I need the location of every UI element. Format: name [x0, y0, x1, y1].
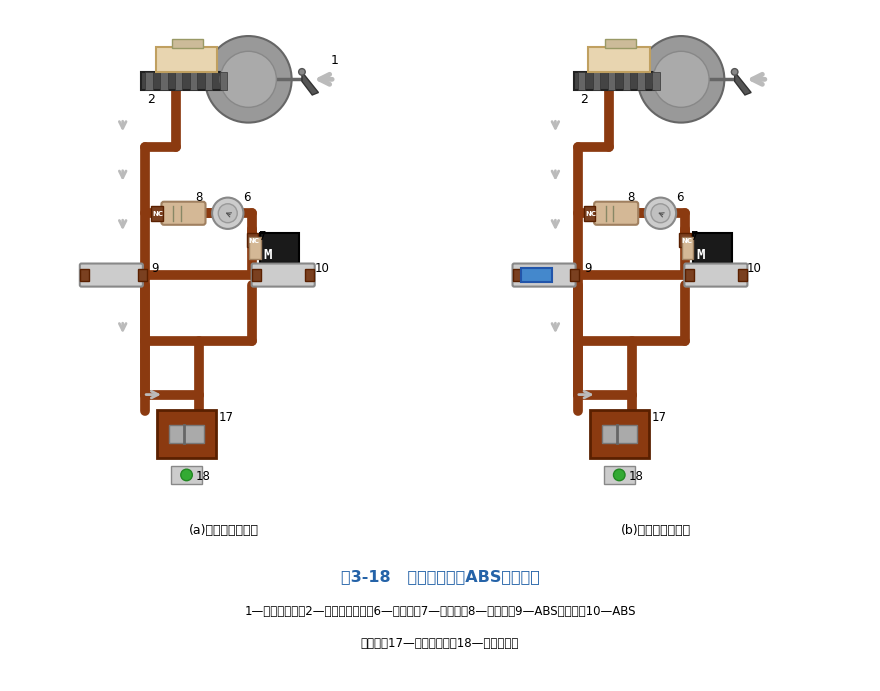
Bar — [679, 233, 691, 247]
Text: (a)驾驶员执行制动: (a)驾驶员执行制动 — [188, 524, 259, 537]
Text: 7: 7 — [692, 230, 699, 243]
Bar — [252, 269, 261, 281]
Bar — [260, 233, 299, 263]
Text: 图3-18   驾驶员制动与ABS压力保持: 图3-18 驾驶员制动与ABS压力保持 — [341, 569, 539, 584]
Bar — [219, 73, 227, 91]
Text: NC: NC — [681, 238, 692, 244]
Bar — [605, 39, 635, 48]
Text: (b)驾驶员执行制动: (b)驾驶员执行制动 — [621, 524, 692, 537]
Bar — [652, 73, 660, 91]
Bar — [190, 73, 197, 91]
Bar — [583, 206, 596, 220]
Bar — [570, 269, 579, 281]
Bar — [685, 269, 693, 281]
Bar — [171, 466, 202, 484]
Text: M: M — [696, 248, 705, 263]
Text: 17: 17 — [651, 411, 666, 424]
Bar — [637, 73, 645, 91]
Bar — [593, 73, 600, 91]
Circle shape — [180, 469, 193, 481]
Text: 10: 10 — [314, 262, 329, 275]
Bar — [151, 206, 163, 220]
Text: 9: 9 — [151, 262, 159, 275]
Bar — [602, 425, 636, 443]
Text: 1: 1 — [331, 54, 339, 66]
Text: 18: 18 — [628, 470, 643, 483]
FancyBboxPatch shape — [594, 202, 638, 225]
Text: 18: 18 — [195, 470, 210, 483]
Bar — [160, 73, 167, 91]
Text: 10: 10 — [747, 262, 762, 275]
FancyBboxPatch shape — [80, 263, 143, 287]
Text: 回油阀；17—车轮制动缸；18—轮速传感器: 回油阀；17—车轮制动缸；18—轮速传感器 — [361, 636, 519, 650]
Text: 1—脚制动踩下；2—串联制动主缸；6—回流泵；7—蓄能器；8—缓冲室；9—ABS进油阀；10—ABS: 1—脚制动踩下；2—串联制动主缸；6—回流泵；7—蓄能器；8—缓冲室；9—ABS… — [245, 605, 635, 618]
Text: 6: 6 — [244, 191, 251, 204]
Text: NC: NC — [248, 238, 260, 244]
Circle shape — [212, 198, 244, 229]
FancyBboxPatch shape — [685, 263, 747, 287]
Circle shape — [651, 204, 670, 223]
Circle shape — [653, 51, 709, 107]
Bar — [682, 237, 693, 258]
FancyBboxPatch shape — [512, 263, 576, 287]
Circle shape — [638, 36, 724, 122]
Bar — [169, 425, 204, 443]
Polygon shape — [302, 72, 319, 95]
Text: M: M — [264, 248, 272, 263]
Bar — [574, 73, 669, 91]
Text: 6: 6 — [676, 191, 684, 204]
Bar — [608, 73, 615, 91]
Bar — [622, 73, 630, 91]
Text: 8: 8 — [194, 191, 202, 204]
Bar — [590, 410, 649, 457]
Bar — [141, 73, 236, 91]
Text: 2: 2 — [580, 93, 588, 106]
Circle shape — [298, 68, 305, 75]
Bar — [578, 73, 585, 91]
Text: 7: 7 — [259, 230, 266, 243]
FancyBboxPatch shape — [161, 202, 206, 225]
Bar — [513, 269, 522, 281]
Bar — [145, 73, 153, 91]
Circle shape — [220, 51, 276, 107]
Text: 17: 17 — [219, 411, 234, 424]
Text: 8: 8 — [627, 191, 634, 204]
Bar — [157, 410, 216, 457]
Circle shape — [205, 36, 291, 122]
Bar — [738, 269, 747, 281]
Circle shape — [613, 469, 625, 481]
Text: 9: 9 — [584, 262, 591, 275]
Text: 2: 2 — [148, 93, 155, 106]
Bar — [305, 269, 314, 281]
Bar — [156, 47, 217, 73]
Circle shape — [218, 204, 238, 223]
Bar — [246, 233, 258, 247]
Circle shape — [645, 198, 676, 229]
Text: NC: NC — [585, 211, 597, 217]
Bar — [175, 73, 182, 91]
FancyBboxPatch shape — [252, 263, 315, 287]
Text: NC: NC — [153, 211, 164, 217]
Bar — [205, 73, 212, 91]
Circle shape — [731, 68, 738, 75]
Bar — [589, 47, 650, 73]
Bar — [604, 466, 635, 484]
Bar — [137, 269, 147, 281]
Polygon shape — [735, 72, 752, 95]
Bar — [521, 267, 552, 283]
Bar — [172, 39, 203, 48]
Bar — [80, 269, 89, 281]
Bar — [693, 233, 732, 263]
Bar — [249, 237, 260, 258]
